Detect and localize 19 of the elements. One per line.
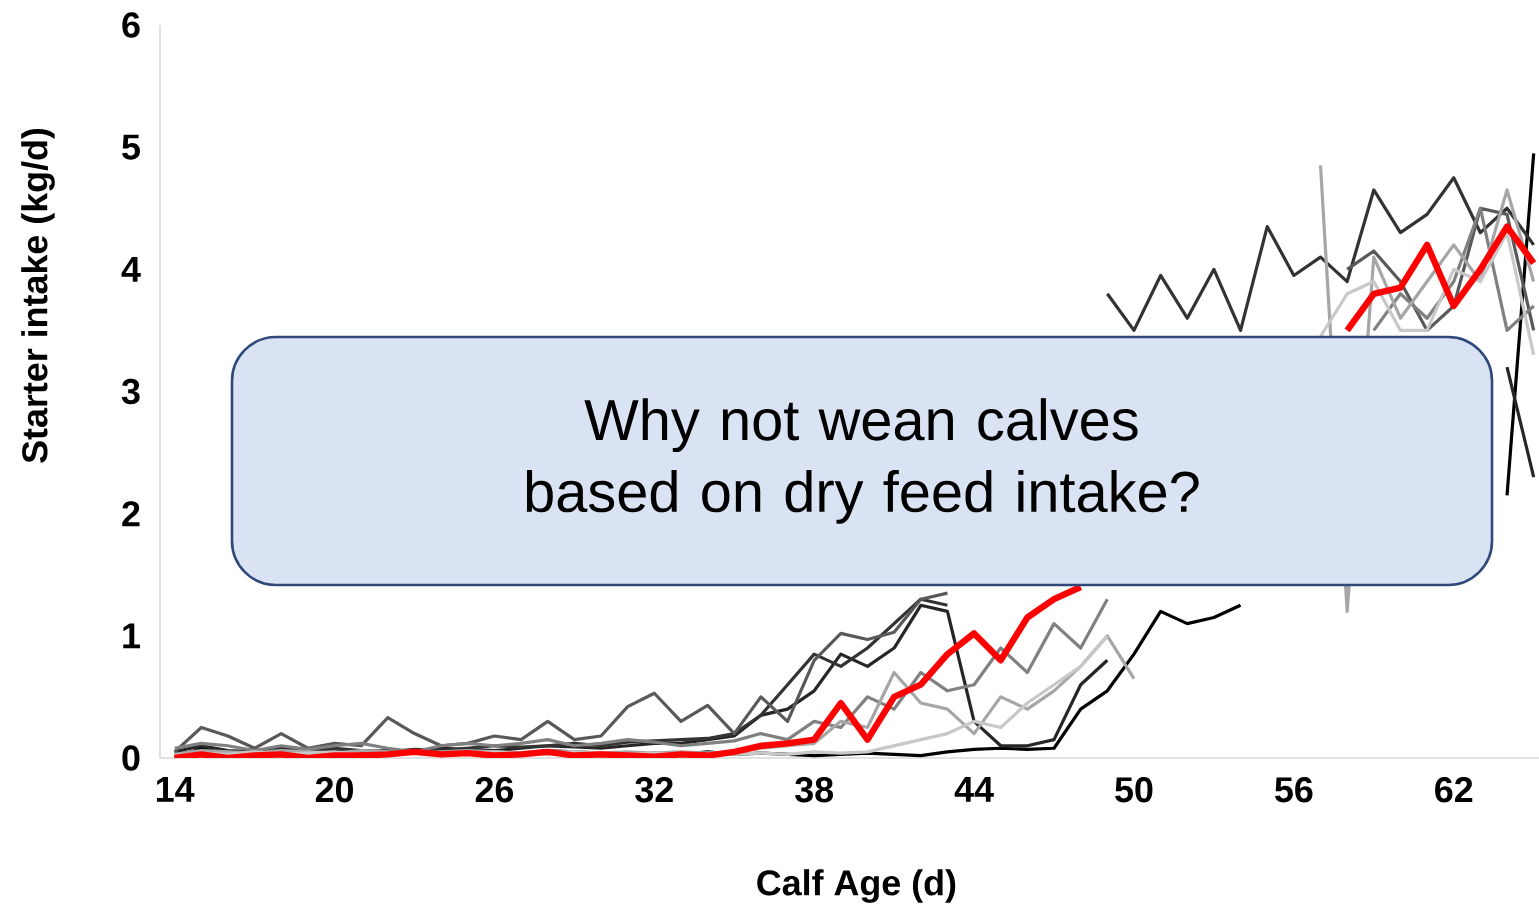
x-tick-label: 38 [795,777,834,803]
y-tick-label: 1 [123,623,140,649]
y-tick-label: 2 [122,501,140,527]
y-axis-title: Starter intake (kg/d) [21,128,55,463]
x-tick-label: 50 [1115,777,1153,803]
x-tick-label: 62 [1435,777,1473,803]
y-tick-label: 6 [122,12,140,38]
annotation: Why not wean calves based on dry feed intake? [526,398,1199,524]
y-tick-label: 4 [121,256,141,282]
x-tick-label: 32 [635,777,673,803]
y-tick-label: 5 [122,134,140,160]
x-tick-label: 56 [1275,777,1313,803]
x-tick-label: 44 [954,777,994,802]
x-axis-title: Calf Age (d) [757,869,956,903]
x-tick-label: 14 [156,777,195,802]
x-tick-label: 20 [315,777,353,803]
y-tick-label: 3 [121,378,140,405]
y-tick-label: 0 [122,745,140,771]
x-tick-label: 26 [475,777,514,803]
